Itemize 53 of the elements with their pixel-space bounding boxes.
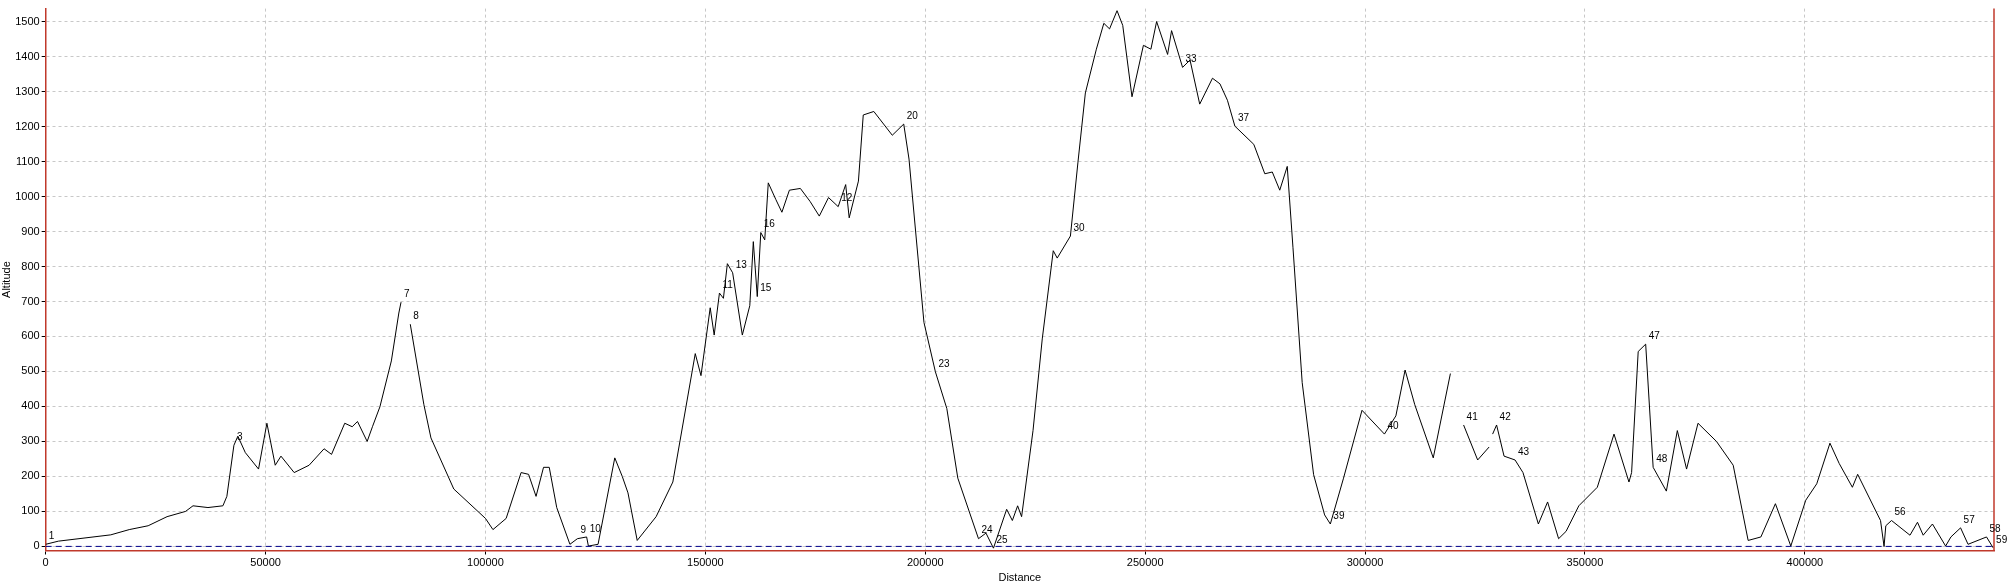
y-tick-label: 400 [21, 399, 40, 412]
y-tick-label: 100 [21, 504, 40, 517]
x-tick-label: 300000 [1346, 556, 1384, 569]
x-tick-label: 350000 [1566, 556, 1604, 569]
annotation: 59 [1996, 533, 2008, 545]
x-tick-label: 150000 [687, 556, 724, 569]
y-tick-label: 1100 [16, 154, 40, 167]
x-tick-label: 100000 [467, 556, 504, 569]
annotation: 3 [236, 431, 243, 443]
annotation: 23 [938, 357, 950, 369]
annotation: 47 [1648, 329, 1661, 341]
annotation: 39 [1333, 509, 1345, 521]
annotation: 41 [1466, 410, 1479, 422]
annotation: 24 [981, 524, 994, 536]
annotation: 8 [413, 309, 420, 321]
y-tick-label: 300 [21, 434, 40, 447]
annotation: 30 [1073, 221, 1085, 233]
y-tick-label: 1500 [15, 14, 40, 27]
annotation: 10 [589, 522, 602, 534]
annotation: 15 [760, 282, 772, 294]
x-tick-label: 50000 [250, 556, 281, 569]
x-axis-title: Distance [998, 571, 1042, 584]
x-tick-label: 400000 [1786, 556, 1824, 569]
annotation: 33 [1185, 53, 1198, 65]
x-tick-label: 250000 [1126, 556, 1164, 569]
annotation: 56 [1894, 506, 1907, 518]
annotation: 7 [404, 287, 411, 299]
annotation: 25 [996, 533, 1009, 545]
y-tick-label: 600 [21, 329, 40, 342]
annotation: 42 [1499, 410, 1512, 422]
y-tick-label: 200 [21, 469, 40, 482]
annotation: 43 [1518, 445, 1530, 457]
annotation: 1 [48, 530, 55, 542]
y-tick-label: 900 [21, 224, 40, 237]
annotation: 9 [580, 524, 587, 536]
annotation: 11 [722, 278, 734, 290]
y-axis-title: Altitude [0, 261, 12, 298]
y-tick-label: 1400 [15, 49, 40, 62]
y-tick-label: 1000 [15, 189, 40, 202]
y-tick-label: 0 [33, 539, 40, 552]
annotation: 57 [1963, 513, 1976, 525]
y-tick-label: 1300 [15, 84, 40, 97]
annotation: 20 [906, 109, 919, 121]
y-tick-label: 800 [21, 259, 40, 272]
annotation: 13 [735, 258, 748, 270]
annotation: 37 [1237, 111, 1250, 123]
annotation: 48 [1656, 453, 1668, 465]
annotation: 12 [841, 192, 853, 204]
x-tick-label: 200000 [906, 556, 944, 569]
x-tick-label: 0 [42, 556, 49, 569]
y-tick-label: 1200 [15, 119, 40, 132]
y-tick-label: 500 [21, 364, 40, 377]
y-tick-label: 700 [21, 294, 40, 307]
